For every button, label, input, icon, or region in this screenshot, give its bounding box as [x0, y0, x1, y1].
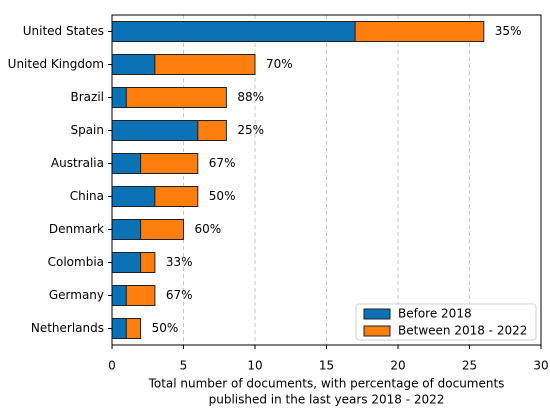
percent-label: 67%: [209, 156, 236, 170]
y-tick-label: United Kingdom: [8, 57, 104, 71]
y-tick-label: United States: [23, 24, 104, 38]
x-tick-label: 30: [533, 359, 548, 373]
bar-segment: [111, 153, 142, 174]
bar-segment: [140, 252, 156, 273]
y-tick-label: Germany: [49, 288, 104, 302]
bar-segment: [154, 186, 199, 207]
percent-label: 35%: [495, 24, 522, 38]
bar-segment: [140, 219, 185, 240]
x-tick-label: 15: [319, 359, 334, 373]
percent-label: 70%: [266, 57, 293, 71]
percent-label: 25%: [237, 123, 264, 137]
bar-segment: [111, 120, 199, 141]
bar-segment: [140, 153, 199, 174]
percent-label: 50%: [209, 189, 236, 203]
percent-label: 88%: [237, 90, 264, 104]
bar-segment: [354, 21, 485, 42]
percent-label: 33%: [166, 255, 193, 269]
legend-label: Before 2018: [398, 307, 472, 321]
y-tick-label: Brazil: [71, 90, 105, 104]
bar-segment: [111, 54, 156, 75]
plot-frame: [111, 14, 542, 346]
y-tick-label: China: [70, 189, 104, 203]
x-axis-label: published in the last years 2018 - 2022: [209, 393, 445, 407]
y-tick-label: Denmark: [49, 222, 104, 236]
percent-label: 60%: [195, 222, 222, 236]
legend: Before 2018 Between 2018 - 2022: [355, 303, 537, 341]
bar-segment: [111, 87, 127, 108]
legend-swatch: [363, 308, 391, 320]
legend-label: Between 2018 - 2022: [398, 324, 527, 338]
bar-segment: [125, 285, 156, 306]
x-tick-label: 25: [462, 359, 477, 373]
bar-segment: [197, 120, 227, 141]
y-tick-label: Spain: [70, 123, 104, 137]
legend-swatch: [363, 325, 391, 337]
bar-segment: [111, 285, 127, 306]
x-tick-label: 20: [390, 359, 405, 373]
bar-segment: [154, 54, 256, 75]
bar-segment: [111, 21, 356, 42]
bar-segment: [111, 219, 142, 240]
percent-label: 50%: [152, 321, 179, 335]
x-tick-label: 5: [180, 359, 188, 373]
y-tick-label: Netherlands: [31, 321, 104, 335]
x-tick-label: 0: [108, 359, 116, 373]
y-tick-label: Australia: [51, 156, 104, 170]
x-axis-label: Total number of documents, with percenta…: [148, 377, 505, 391]
bar-segment: [111, 186, 156, 207]
legend-box: [355, 303, 537, 341]
bar-segment: [125, 87, 227, 108]
bar-segment: [125, 318, 142, 339]
x-tick-label: 10: [247, 359, 262, 373]
percent-label: 67%: [166, 288, 193, 302]
bar-segment: [111, 252, 142, 273]
y-tick-label: Colombia: [48, 255, 104, 269]
bar-segment: [111, 318, 127, 339]
